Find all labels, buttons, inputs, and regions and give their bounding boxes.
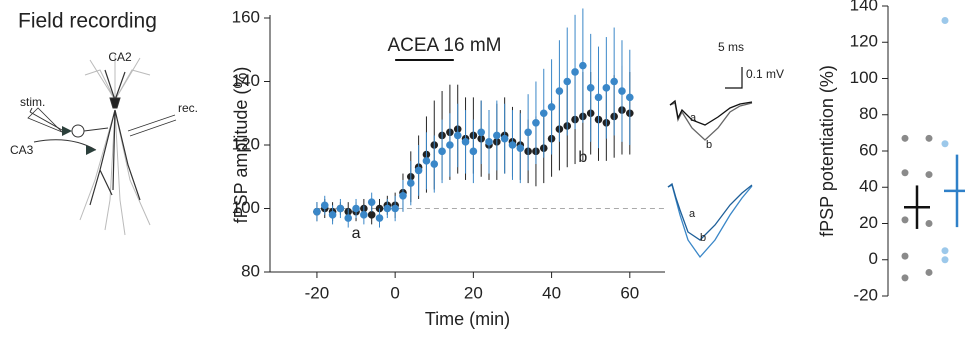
- y-tick-label: 100: [850, 68, 878, 87]
- data-point: [532, 118, 540, 127]
- data-point: [367, 198, 376, 206]
- y-tick-label: 0: [869, 249, 878, 268]
- data-point: [477, 128, 485, 137]
- data-point: [901, 134, 909, 142]
- trace-label: b: [706, 139, 712, 151]
- data-point: [602, 84, 611, 92]
- y-tick-label: 40: [859, 177, 878, 196]
- data-point: [493, 131, 501, 140]
- data-point: [941, 247, 949, 255]
- data-point: [367, 211, 376, 219]
- stim-label: stim.: [20, 95, 45, 109]
- data-point: [941, 256, 949, 264]
- data-point: [453, 131, 462, 140]
- region-label: CA3: [10, 143, 34, 157]
- y-tick-label: -20: [853, 285, 878, 304]
- data-point: [328, 211, 337, 219]
- data-point: [901, 216, 909, 224]
- data-point: [618, 87, 626, 95]
- data-point: [586, 84, 595, 92]
- data-point: [626, 93, 634, 102]
- data-point: [610, 77, 618, 86]
- trace-label: b: [700, 232, 706, 244]
- data-point: [485, 138, 493, 146]
- data-point: [344, 214, 353, 222]
- data-point: [352, 204, 360, 213]
- x-tick-label: 60: [620, 283, 639, 302]
- data-point: [571, 68, 579, 76]
- y-tick-label: 120: [850, 32, 878, 51]
- data-point: [422, 157, 431, 165]
- data-point: [508, 141, 517, 149]
- data-point: [375, 214, 384, 222]
- x-axis-label: Time (min): [425, 309, 510, 329]
- y-tick-label: 160: [232, 7, 260, 26]
- data-point: [925, 268, 933, 276]
- data-point: [320, 201, 329, 210]
- schematic: [27, 55, 177, 236]
- data-point: [941, 17, 949, 24]
- data-point: [925, 134, 933, 142]
- data-point: [430, 160, 439, 168]
- data-point: [360, 211, 368, 219]
- scale-label: 0.1 mV: [746, 67, 784, 81]
- data-point: [500, 134, 509, 143]
- data-point: [313, 207, 321, 216]
- data-point: [516, 144, 525, 152]
- region-label: CA2: [108, 50, 132, 64]
- y-tick-label: 140: [850, 0, 878, 14]
- data-point: [391, 204, 399, 213]
- data-point: [399, 192, 407, 200]
- data-point: [446, 141, 454, 149]
- data-point: [414, 166, 423, 175]
- trace-label: a: [689, 208, 696, 220]
- data-point: [579, 61, 587, 70]
- data-point: [555, 87, 564, 95]
- data-point: [594, 93, 603, 102]
- data-point: [901, 274, 909, 282]
- traces: [667, 67, 753, 259]
- annotation: ACEA 16 mM: [387, 35, 501, 56]
- y-tick-label: 80: [859, 104, 878, 123]
- y-tick-label: 80: [241, 261, 260, 280]
- data-point: [901, 252, 909, 260]
- data-point: [461, 138, 470, 146]
- data-point: [524, 128, 532, 137]
- y-tick-label: 60: [859, 140, 878, 159]
- data-point: [547, 103, 556, 111]
- y-tick-label: 20: [859, 213, 878, 232]
- y-axis-label: fPSP amplitude (%): [231, 67, 251, 224]
- data-point: [563, 77, 572, 86]
- x-tick-label: -20: [305, 283, 330, 302]
- data-point: [469, 147, 478, 156]
- scale-label: 5 ms: [718, 40, 744, 54]
- y-tick-label: 100: [232, 198, 260, 217]
- data-point: [438, 147, 446, 156]
- x-tick-label: 0: [390, 283, 399, 302]
- y-tick-label: 120: [232, 134, 260, 153]
- data-point: [336, 204, 345, 213]
- y-tick-label: 140: [232, 71, 260, 90]
- data-point: [406, 179, 415, 187]
- point-label: a: [352, 225, 361, 242]
- figure-title: Field recording: [18, 10, 157, 33]
- x-tick-label: 20: [464, 283, 483, 302]
- x-tick-label: 40: [542, 283, 561, 302]
- y-axis-label: fPSP potentiation (%): [817, 65, 837, 237]
- data-point: [941, 140, 949, 148]
- data-point: [925, 220, 933, 227]
- data-point: [539, 109, 548, 118]
- trace-label: a: [690, 112, 697, 124]
- data-point: [383, 204, 392, 213]
- rec-label: rec.: [178, 101, 198, 115]
- data-point: [901, 169, 909, 177]
- data-point: [925, 171, 933, 179]
